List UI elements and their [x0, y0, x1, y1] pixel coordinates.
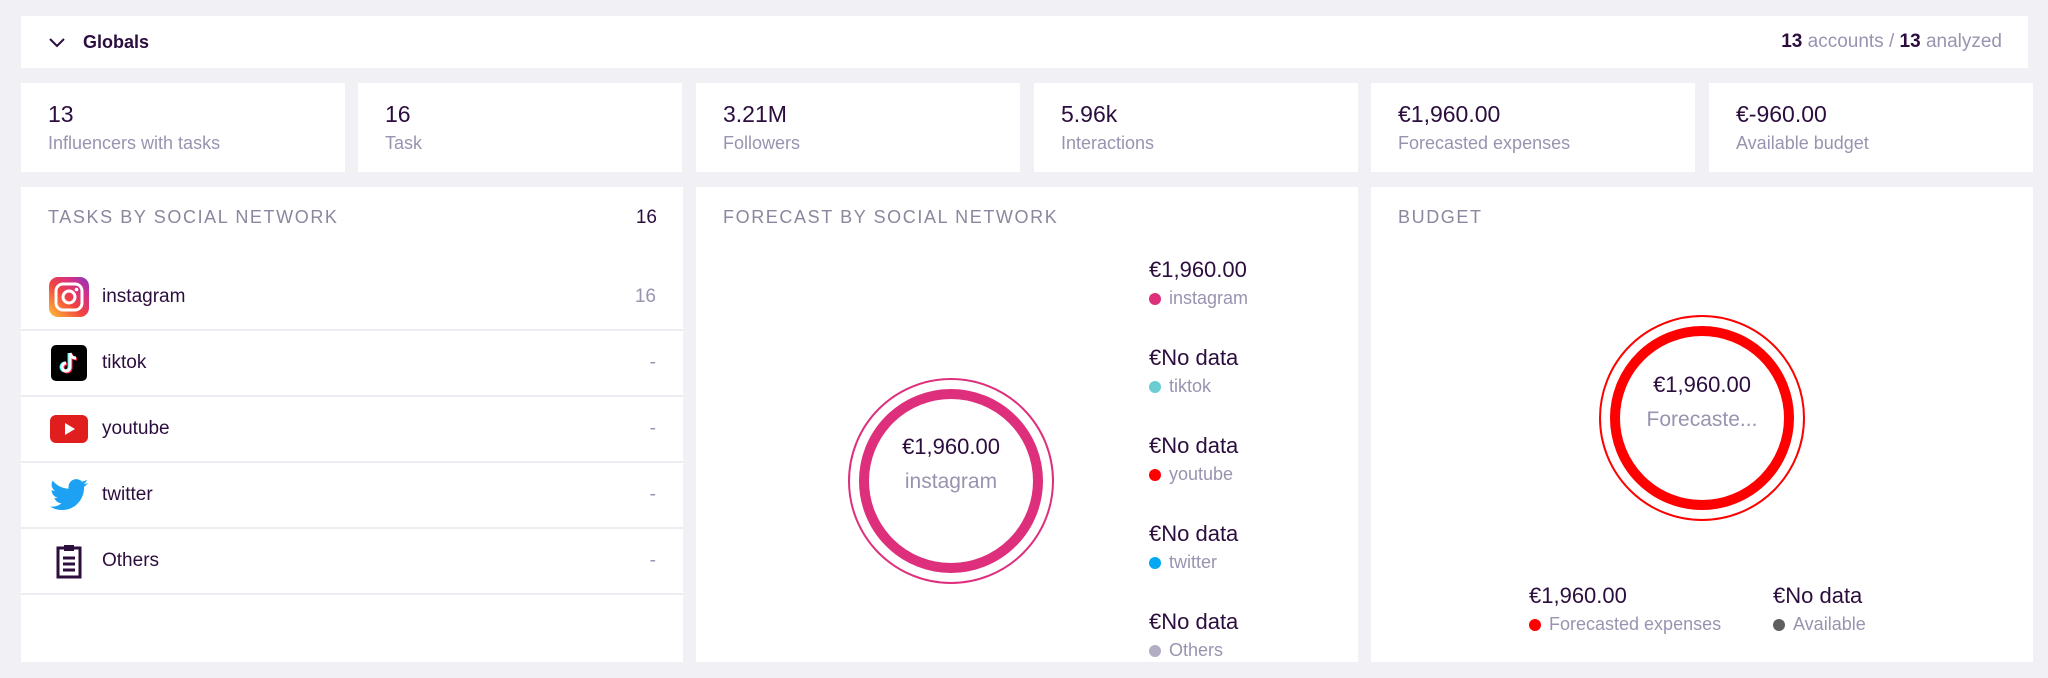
section-title: Globals	[83, 31, 150, 52]
twitter-icon	[49, 475, 89, 515]
donut-center: €1,960.00 Forecaste...	[1646, 372, 1758, 431]
instagram-icon	[49, 277, 89, 317]
donut-outer-ring	[848, 378, 1054, 584]
budget-donut-chart[interactable]	[1596, 312, 1808, 524]
chevron-down-icon[interactable]	[47, 32, 67, 52]
stat-influencers: 13 Influencers with tasks	[21, 83, 345, 172]
tasks-total: 16	[635, 207, 657, 228]
legend-item-twitter: €No data twitter	[1149, 521, 1239, 572]
legend-dot	[1149, 644, 1161, 657]
donut-segment-forecasted	[1610, 326, 1794, 510]
legend-dot	[1773, 618, 1785, 631]
legend-item-tiktok: €No data tiktok	[1149, 345, 1239, 396]
panel-title: BUDGET	[1398, 207, 1483, 227]
globals-header[interactable]: Globals 13 accounts / 13 analyzed	[21, 16, 2028, 68]
list-item-youtube[interactable]: youtube -	[21, 397, 683, 463]
stat-interactions: 5.96k Interactions	[1034, 83, 1358, 172]
tasks-by-network-panel: TASKS BY SOCIAL NETWORK 16 instagram 16 t…	[21, 187, 683, 662]
tiktok-icon	[49, 343, 89, 383]
clipboard-icon	[49, 541, 89, 581]
stat-followers: 3.21M Followers	[696, 83, 1020, 172]
youtube-icon	[49, 409, 89, 449]
budget-panel: BUDGET €1,960.00 Forecaste... €1,960.00 Fo…	[1371, 187, 2033, 662]
stat-tasks: 16 Task	[358, 83, 682, 172]
legend-dot	[1149, 468, 1161, 481]
legend-item-instagram: €1,960.00 instagram	[1149, 257, 1249, 308]
legend-item-available: €No data Available	[1773, 583, 1866, 634]
donut-center: €1,960.00 instagram	[902, 434, 1000, 493]
forecast-by-network-panel: FORECAST BY SOCIAL NETWORK €1,960.00 inst…	[696, 187, 1358, 662]
legend-dot	[1149, 556, 1161, 569]
forecast-donut-chart[interactable]	[845, 375, 1057, 587]
list-item-others[interactable]: Others -	[21, 529, 683, 595]
donut-segment-instagram	[859, 389, 1043, 573]
legend-dot	[1149, 292, 1161, 305]
panel-title: FORECAST BY SOCIAL NETWORK	[723, 207, 1059, 227]
accounts-summary: 13 accounts / 13 analyzed	[1781, 31, 2002, 52]
stat-available-budget: €-960.00 Available budget	[1709, 83, 2033, 172]
legend-item-forecasted: €1,960.00 Forecasted expenses	[1529, 583, 1722, 634]
legend-dot	[1149, 380, 1161, 393]
list-item-instagram[interactable]: instagram 16	[21, 265, 683, 331]
list-item-tiktok[interactable]: tiktok -	[21, 331, 683, 397]
legend-dot	[1529, 618, 1541, 631]
legend-item-youtube: €No data youtube	[1149, 433, 1239, 484]
stat-forecasted-expenses: €1,960.00 Forecasted expenses	[1371, 83, 1695, 172]
list-item-twitter[interactable]: twitter -	[21, 463, 683, 529]
legend-item-others: €No data Others	[1149, 609, 1239, 660]
panel-title: TASKS BY SOCIAL NETWORK	[48, 207, 339, 227]
donut-outer-ring	[1599, 315, 1805, 521]
